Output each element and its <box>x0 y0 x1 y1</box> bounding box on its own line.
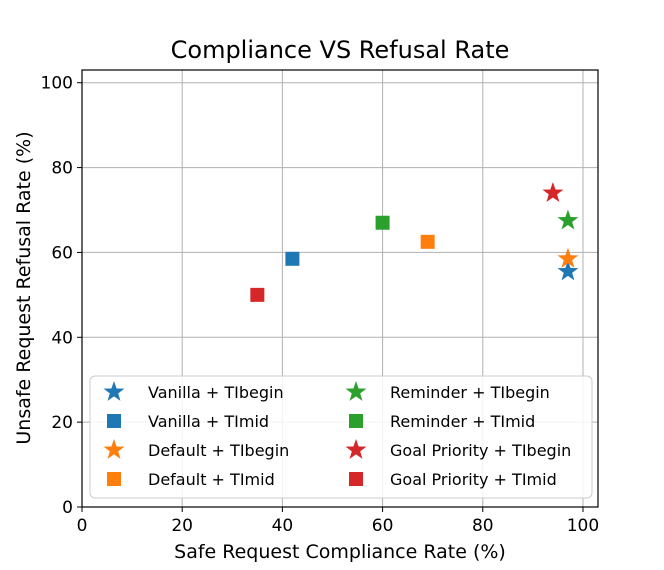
data-point <box>542 182 564 202</box>
y-tick-label: 80 <box>51 159 73 179</box>
legend-label: Goal Priority + TIbegin <box>390 441 571 460</box>
legend-label: Reminder + TImid <box>390 412 535 431</box>
x-tick-label: 60 <box>372 516 394 536</box>
x-tick-label: 0 <box>77 516 88 536</box>
x-axis-label: Safe Request Compliance Rate (%) <box>174 541 506 563</box>
legend-marker <box>345 439 367 459</box>
y-tick-label: 40 <box>51 328 73 348</box>
data-point <box>420 234 435 249</box>
legend-label: Vanilla + TIbegin <box>148 383 284 402</box>
data-point <box>375 215 390 230</box>
legend-marker <box>107 414 121 428</box>
plot-frame <box>81 69 599 508</box>
legend-marker <box>107 472 121 486</box>
legend-label: Default + TImid <box>148 470 275 489</box>
legend-box <box>89 375 593 499</box>
x-tick-label: 40 <box>272 516 294 536</box>
data-point <box>557 209 579 230</box>
y-axis-label: Unsafe Request Refusal Rate (%) <box>13 131 35 444</box>
legend-marker <box>345 381 367 401</box>
x-tick-label: 100 <box>567 516 599 536</box>
legend: Vanilla + TIbegin Vanilla + TImid Default … <box>89 375 593 499</box>
axis-ticks: 0 20 40 60 80 100 0 20 40 60 80 100 <box>41 74 600 536</box>
y-tick-label: 20 <box>51 413 73 433</box>
data-point <box>250 287 265 302</box>
y-tick-label: 100 <box>41 74 73 94</box>
data-point <box>557 247 579 268</box>
legend-marker <box>103 439 125 459</box>
y-tick-label: 60 <box>51 243 73 263</box>
legend-label: Reminder + TIbegin <box>390 383 550 402</box>
data-point <box>285 251 300 266</box>
legend-label: Goal Priority + TImid <box>390 470 557 489</box>
y-tick-label: 0 <box>62 498 73 518</box>
x-tick-label: 20 <box>171 516 193 536</box>
legend-marker <box>349 414 363 428</box>
legend-marker <box>103 381 125 401</box>
chart-title: Compliance VS Refusal Rate <box>171 36 510 64</box>
legend-label: Default + TIbegin <box>148 441 289 460</box>
legend-marker <box>349 472 363 486</box>
data-points <box>250 182 579 302</box>
x-tick-label: 80 <box>472 516 494 536</box>
data-point <box>557 260 579 281</box>
legend-label: Vanilla + TImid <box>148 412 269 431</box>
